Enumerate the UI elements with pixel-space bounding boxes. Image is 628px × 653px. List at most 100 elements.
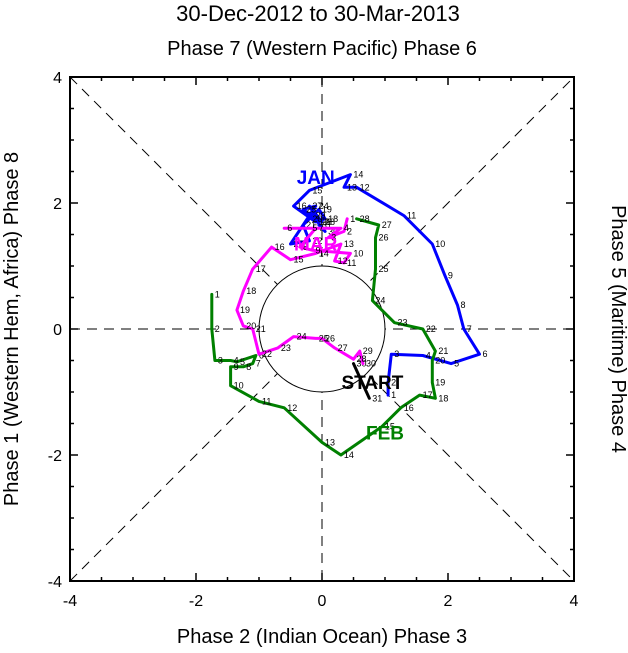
day-label-mar-23: 23 [281,343,291,353]
x-tick-label: 4 [570,593,579,610]
day-label-jan-11: 11 [407,211,416,221]
day-label-mar-13: 13 [344,239,354,249]
day-label-mar-16: 16 [275,242,285,252]
day-label-mar-12: 12 [338,256,348,266]
day-label-jan-7: 7 [467,324,472,334]
day-label-mar-4: 4 [344,223,349,233]
month-label-mar: MAR [294,234,338,255]
day-label-mar-11: 11 [347,258,356,268]
day-label-mar-3: 3 [331,233,336,243]
day-label-feb-11: 11 [262,396,271,406]
day-label-jan-16: 16 [297,201,307,211]
day-label-mar-5: 5 [312,223,317,233]
day-label-jan-10: 10 [435,239,445,249]
day-label-jan-6: 6 [483,349,488,359]
day-label-feb-20: 20 [435,356,445,366]
day-label-jan-31: 31 [322,220,332,230]
day-label-mar-17: 17 [256,264,266,274]
day-label-mar-10: 10 [353,248,363,258]
day-label-mar-27: 27 [338,343,348,353]
day-label-jan-13: 13 [347,182,357,192]
day-label-mar-24: 24 [297,332,307,342]
day-label-feb-13: 13 [325,437,335,447]
day-label-feb-3: 3 [218,356,223,366]
day-label-feb-12: 12 [287,403,297,413]
left-axis-label: Phase 1 (Western Hem, Africa) Phase 8 [1,152,23,506]
day-label-feb-17: 17 [423,390,433,400]
day-label-jan-20: 20 [312,214,322,224]
day-label-mar-29: 29 [363,346,373,356]
day-label-mar-19: 19 [240,305,250,315]
day-label-mar-25: 25 [319,333,329,343]
y-tick-label: -4 [48,574,62,591]
day-label-jan-5: 5 [454,359,459,369]
day-label-jan-23: 23 [294,239,304,249]
day-label-feb-25: 25 [379,264,389,274]
day-label-jan-3: 3 [394,349,399,359]
series-line-jan [289,173,481,397]
day-label-mar-8: 8 [303,242,308,252]
x-tick-label: 2 [444,593,453,610]
day-label-jan-1: 1 [391,390,396,400]
series-line-feb [210,217,437,457]
x-tick-label: -2 [189,593,203,610]
top-axis-label: Phase 7 (Western Pacific) Phase 6 [167,38,477,60]
day-label-feb-19: 19 [435,378,445,388]
day-label-mar-22: 22 [262,349,272,359]
day-label-feb-4: 4 [234,356,239,366]
day-label-jan-12: 12 [360,182,370,192]
y-tick-label: 2 [53,196,62,213]
x-tick-label: -4 [63,593,77,610]
x-tick-label: 0 [318,593,327,610]
day-label-mar-1: 1 [350,214,355,224]
right-axis-label: Phase 5 (Maritime) Phase 4 [607,205,628,453]
day-label-feb-14: 14 [344,450,354,460]
day-label-mar-20: 20 [246,321,256,331]
day-label-jan-14: 14 [353,170,363,180]
day-label-mar-7: 7 [319,223,324,233]
day-label-mar-30: 30 [366,359,376,369]
day-label-jan-15: 15 [312,185,322,195]
day-label-jan-30: 30 [328,226,338,236]
day-label-mar-9: 9 [316,245,321,255]
day-label-jan-21: 21 [306,220,316,230]
day-label-mar-26: 26 [325,333,335,343]
day-label-feb-10: 10 [234,381,244,391]
day-label-jan-22: 22 [312,236,322,246]
x-axis-label: Phase 2 (Indian Ocean) Phase 3 [177,626,467,648]
day-label-feb-16: 16 [404,403,414,413]
y-tick-label: 4 [53,70,62,87]
day-label-feb-8: 8 [246,362,251,372]
day-label-jan-19: 19 [322,204,332,214]
annotation-start: START [341,373,403,394]
day-label-dec-31: 31 [372,393,382,403]
day-label-feb-2: 2 [215,324,220,334]
chart-title: 30-Dec-2012 to 30-Mar-2013 [176,1,460,26]
day-label-feb-1: 1 [215,289,220,299]
day-label-feb-15: 15 [385,422,395,432]
day-label-feb-9: 9 [234,362,239,372]
day-label-feb-23: 23 [397,318,407,328]
day-label-feb-6: 6 [259,350,264,360]
series-line-mar [235,217,365,366]
y-tick-label: 0 [53,322,62,339]
day-label-feb-28: 28 [360,214,370,224]
day-label-jan-29: 29 [316,211,326,221]
day-label-jan-4: 4 [426,350,431,360]
day-label-feb-24: 24 [375,296,385,306]
day-label-jan-9: 9 [448,270,453,280]
day-label-jan-18: 18 [328,214,338,224]
day-label-jan-28: 28 [325,217,335,227]
day-label-feb-21: 21 [438,346,448,356]
day-label-feb-26: 26 [379,233,389,243]
day-label-mar-21: 21 [256,324,266,334]
day-label-jan-27: 27 [312,201,322,211]
day-label-feb-22: 22 [426,324,436,334]
day-label-jan-24: 24 [319,201,329,211]
day-label-jan-2: 2 [391,378,396,388]
month-label-jan: JAN [297,168,335,189]
y-tick-label: -2 [48,448,62,465]
